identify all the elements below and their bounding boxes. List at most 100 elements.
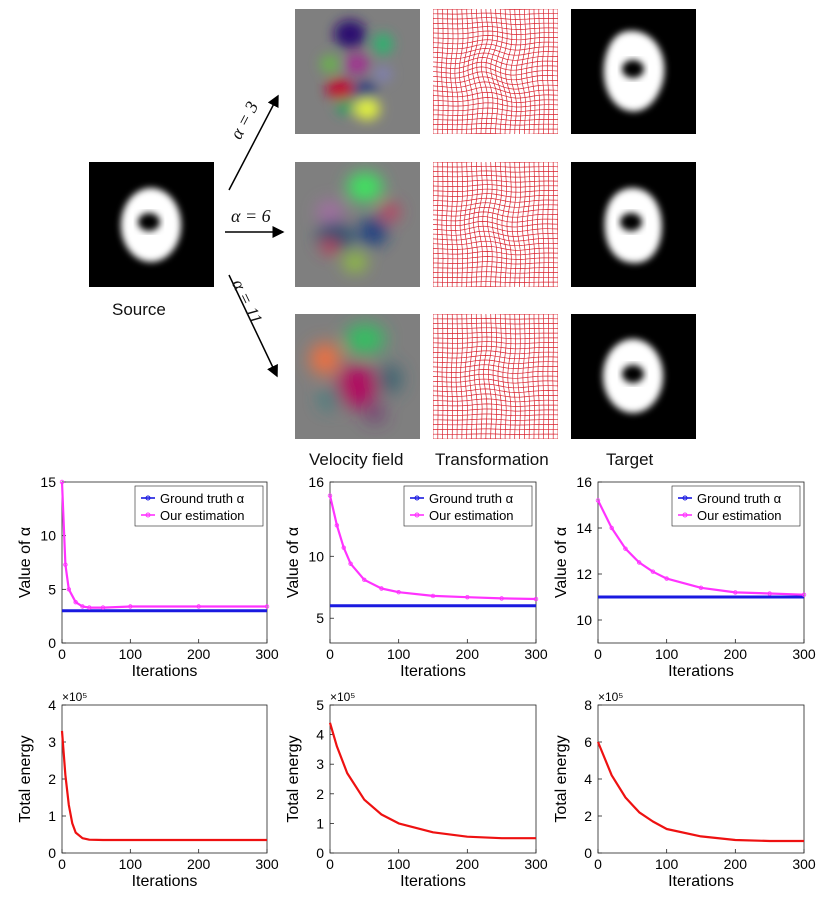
grid-line (547, 162, 550, 287)
grid-line (512, 314, 516, 439)
y-axis-label: Value of α (553, 527, 570, 598)
data-point (327, 493, 333, 498)
grid-line (505, 9, 513, 134)
grid-line (500, 9, 508, 134)
y-axis-label: Value of α (285, 527, 302, 598)
data-point (379, 586, 384, 591)
grid-line (521, 9, 527, 134)
arrow-up (228, 94, 279, 191)
chart-alpha-6: 0 100 200 300 5 10 16 Iterations Value of α Groun… (285, 474, 548, 680)
legend-box (403, 485, 533, 527)
grid-line (531, 9, 536, 134)
grid-line (433, 81, 558, 90)
x-tick-label: 100 (119, 856, 143, 872)
y-tick-label: 0 (48, 845, 56, 861)
data-point (396, 590, 401, 595)
x-tick-label: 100 (655, 646, 679, 662)
legend-label: Ground truth α (429, 491, 514, 506)
y-tick-label: 14 (576, 520, 592, 536)
data-point (63, 562, 68, 567)
data-point (609, 525, 614, 531)
grid-line (515, 9, 522, 134)
x-axis-label: Iterations (132, 873, 198, 890)
x-tick-label: 100 (387, 856, 411, 872)
x-axis-label: Iterations (668, 873, 734, 890)
x-tick-label: 200 (724, 856, 748, 872)
series-line-total-energy (596, 741, 804, 843)
y-tick-label: 15 (40, 474, 56, 490)
caption-transformation: Transformation (435, 450, 549, 469)
legend-label: Ground truth α (697, 491, 782, 506)
transformation-grid-alpha-11 (433, 314, 558, 439)
source-caption: Source (112, 300, 166, 319)
data-point (595, 498, 601, 503)
velocity-field-alpha-11 (295, 314, 420, 439)
plot-frame (61, 704, 268, 854)
grid-line (433, 266, 558, 269)
grid-line (527, 162, 531, 287)
grid-line (433, 245, 558, 251)
grid-line (433, 240, 558, 247)
transformation-grid-alpha-3 (433, 9, 558, 134)
y-tick-label: 3 (48, 734, 56, 750)
grid-line (433, 97, 558, 103)
grid-line (516, 162, 521, 287)
grid-line (495, 9, 503, 134)
grid-line (433, 261, 558, 265)
legend-marker (145, 512, 151, 518)
grid-line (433, 383, 558, 389)
grid-line (433, 428, 558, 431)
alpha-label-6: α = 6 (231, 206, 271, 226)
series-line-our-estimation (60, 481, 267, 609)
data-point (59, 479, 65, 485)
plot-frame (597, 704, 805, 854)
legend-label: Our estimation (160, 508, 245, 523)
grid-line (433, 256, 558, 260)
series-line-total-energy (328, 722, 536, 840)
grid-line (433, 418, 558, 421)
grid-line (517, 314, 521, 439)
x-tick-label: 300 (792, 856, 816, 872)
grid-line (496, 162, 503, 287)
series-line-our-estimation (597, 499, 805, 596)
series-line-total-energy (60, 730, 267, 842)
data-point (264, 604, 270, 609)
x-tick-label: 0 (594, 856, 602, 872)
grid-line (537, 162, 540, 287)
x-tick-label: 0 (594, 646, 602, 662)
grid-line (526, 9, 531, 134)
y-axis-label: Total energy (553, 735, 570, 822)
data-point (87, 605, 92, 610)
y-scale-label: ×10⁵ (62, 690, 87, 704)
grid-line (506, 162, 512, 287)
data-point (348, 561, 353, 566)
grid-line (522, 314, 526, 439)
legend-marker (682, 512, 688, 518)
grid-line (497, 314, 502, 439)
y-tick-label: 3 (316, 756, 324, 772)
caption-target: Target (606, 450, 654, 469)
y-tick-label: 6 (584, 734, 592, 750)
y-tick-label: 5 (316, 610, 324, 626)
grid-line (527, 314, 531, 439)
x-tick-label: 100 (655, 856, 679, 872)
y-tick-label: 1 (316, 815, 324, 831)
grid-line (510, 9, 517, 134)
caption-velocity-field: Velocity field (309, 450, 404, 469)
grid-line (541, 9, 545, 134)
x-tick-label: 300 (792, 646, 816, 662)
y-tick-label: 12 (576, 566, 592, 582)
data-point (430, 593, 436, 599)
x-tick-label: 0 (58, 856, 66, 872)
source-image (89, 162, 214, 287)
x-axis-label: Iterations (132, 663, 198, 680)
y-tick-label: 16 (576, 474, 592, 490)
grid-line (433, 276, 558, 279)
legend-marker (682, 495, 688, 501)
grid-line (537, 314, 540, 439)
grid-line (433, 86, 558, 94)
data-point (128, 604, 133, 609)
legend-box (134, 485, 264, 527)
grid-line (433, 107, 558, 112)
grid-line (511, 162, 517, 287)
